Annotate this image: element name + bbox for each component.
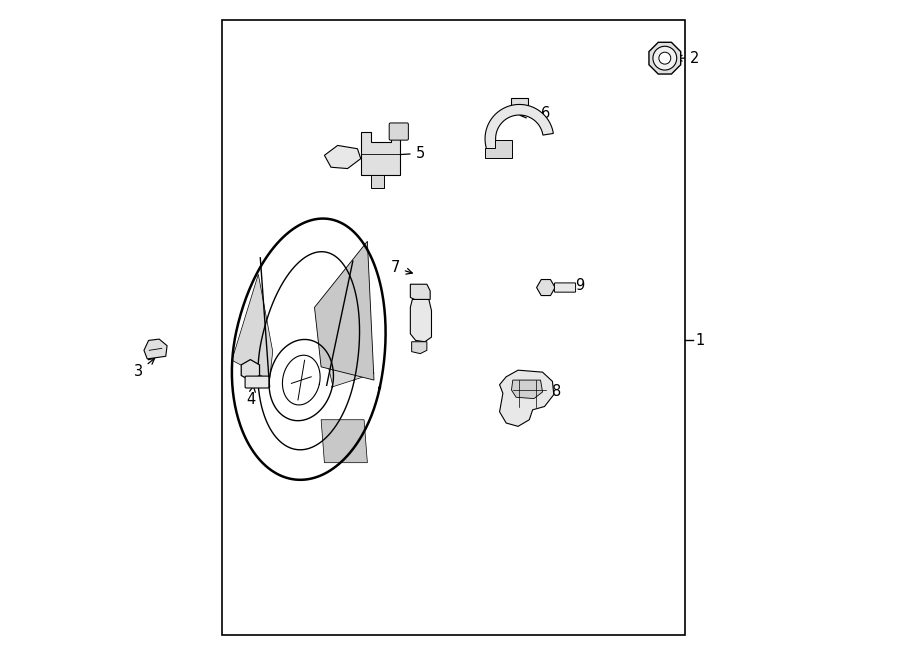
FancyBboxPatch shape — [554, 283, 576, 292]
Bar — [511, 98, 528, 112]
Polygon shape — [232, 274, 273, 380]
Polygon shape — [410, 299, 431, 342]
Text: 9: 9 — [554, 278, 585, 293]
Text: 6: 6 — [520, 106, 550, 121]
Text: 5: 5 — [392, 146, 425, 161]
Polygon shape — [411, 342, 427, 354]
Text: 3: 3 — [134, 358, 155, 379]
FancyBboxPatch shape — [245, 376, 269, 388]
Polygon shape — [485, 140, 512, 158]
Polygon shape — [361, 132, 400, 175]
Polygon shape — [500, 370, 554, 426]
Polygon shape — [314, 241, 374, 380]
Polygon shape — [485, 104, 554, 155]
Polygon shape — [371, 175, 384, 188]
Text: 8: 8 — [530, 384, 562, 399]
Text: 7: 7 — [391, 260, 412, 275]
Polygon shape — [324, 145, 361, 169]
Text: 2: 2 — [676, 51, 699, 65]
Circle shape — [659, 52, 670, 64]
Polygon shape — [144, 339, 167, 359]
Text: 4: 4 — [247, 386, 256, 407]
Polygon shape — [511, 380, 543, 399]
Circle shape — [652, 46, 677, 70]
Polygon shape — [410, 284, 430, 302]
Bar — [222, 20, 685, 635]
Polygon shape — [321, 420, 367, 463]
FancyBboxPatch shape — [389, 123, 409, 140]
Polygon shape — [327, 301, 374, 387]
Text: 1: 1 — [696, 333, 705, 348]
